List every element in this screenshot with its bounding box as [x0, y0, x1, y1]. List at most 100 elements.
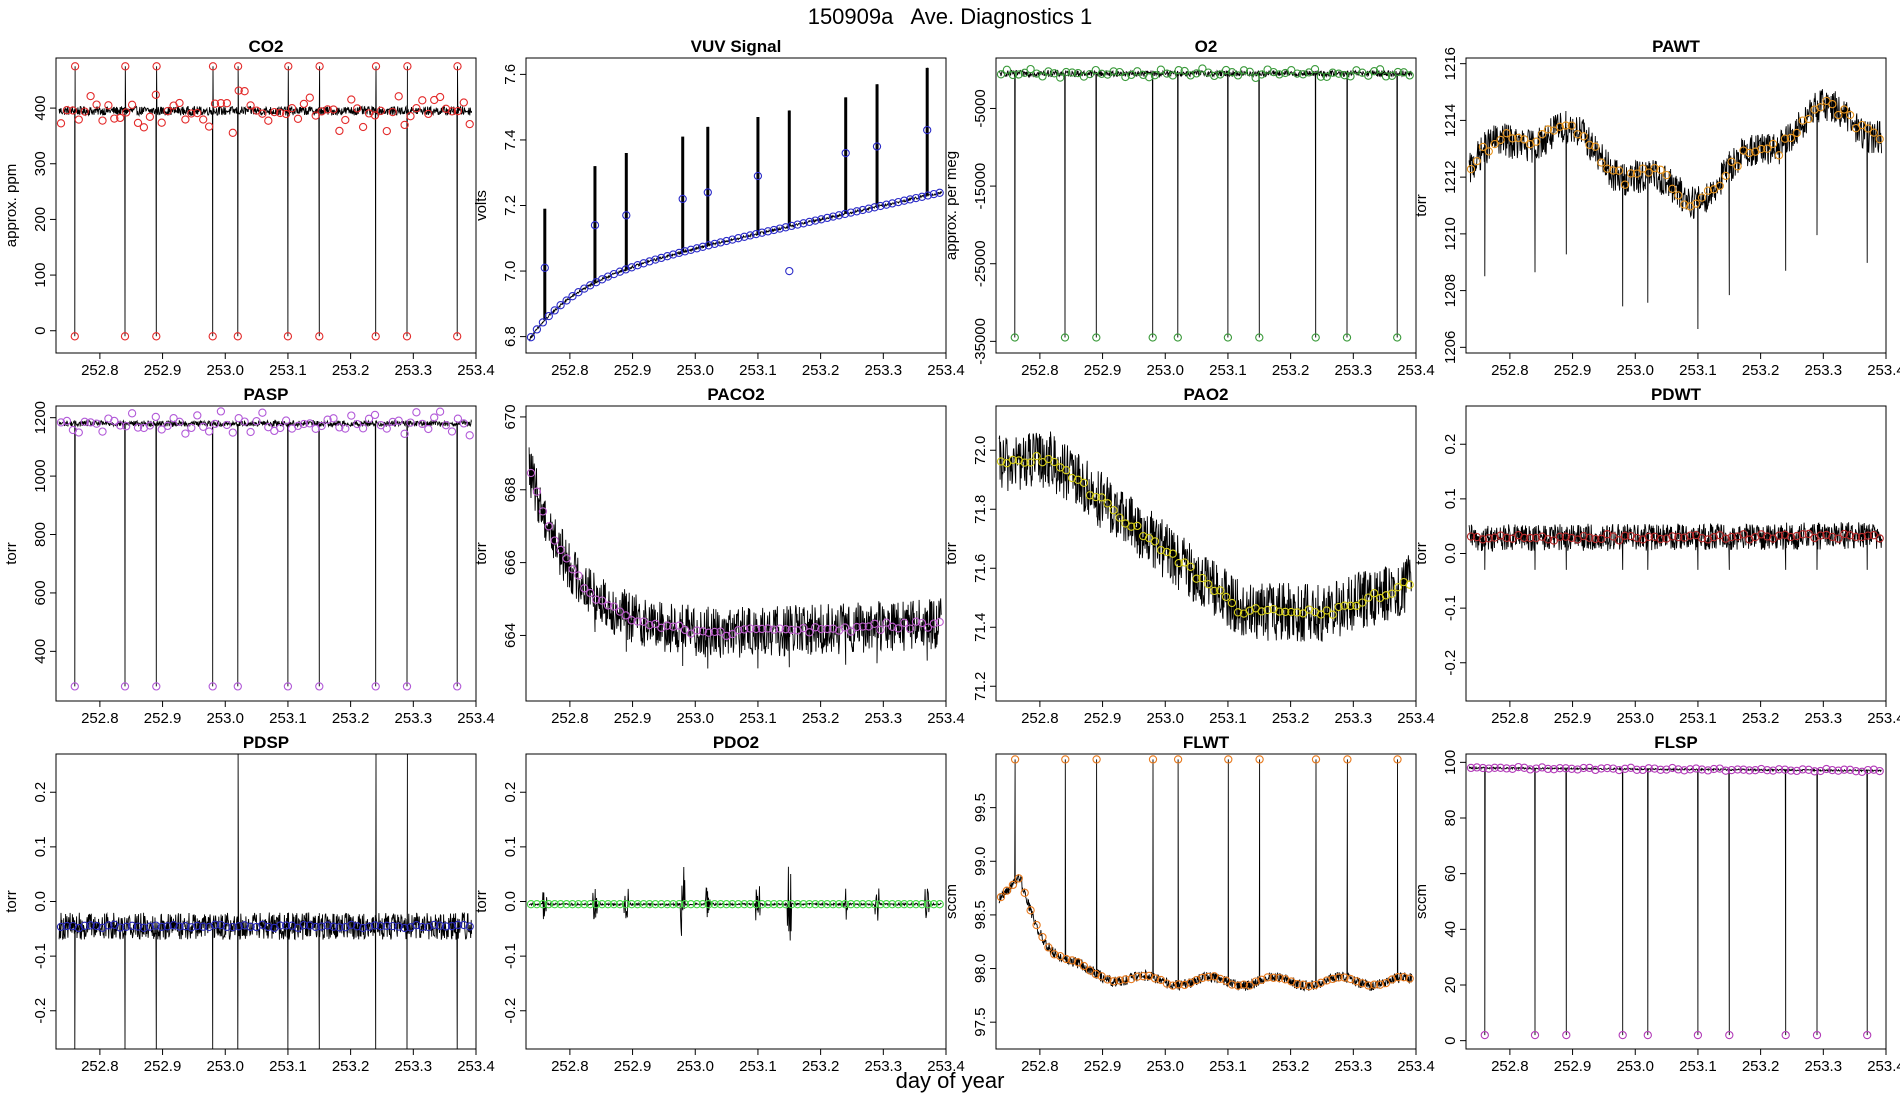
- data-marker: [1198, 573, 1207, 583]
- plot-frame: [525, 57, 947, 354]
- data-marker: [674, 900, 684, 909]
- data-marker: [1650, 764, 1659, 773]
- data-marker: [341, 115, 350, 125]
- x-tick-label: 253.3: [1805, 362, 1843, 379]
- y-tick-label: 97.5: [972, 1008, 989, 1037]
- data-marker: [388, 921, 397, 931]
- data-marker: [1298, 609, 1308, 618]
- x-tick-label: 252.8: [1021, 362, 1059, 379]
- data-marker: [917, 618, 927, 628]
- data-marker: [1109, 977, 1118, 986]
- data-marker: [882, 900, 891, 909]
- spike-marker: [785, 266, 794, 276]
- data-marker: [1263, 605, 1272, 615]
- x-tick-label: 253.0: [206, 1058, 244, 1075]
- data-marker: [746, 231, 755, 240]
- dip-marker: [70, 332, 79, 341]
- data-marker: [876, 625, 885, 634]
- data-marker: [722, 900, 731, 909]
- data-marker: [394, 92, 403, 101]
- data-marker: [1085, 69, 1095, 79]
- data-marker: [586, 900, 595, 909]
- data-marker: [1792, 766, 1801, 776]
- data-marker: [1091, 65, 1100, 75]
- data-marker: [1186, 71, 1195, 80]
- x-tick-label: 252.9: [1084, 1058, 1122, 1075]
- data-marker: [1478, 763, 1488, 773]
- data-marker: [353, 419, 362, 429]
- data-marker: [1192, 975, 1201, 985]
- data-marker: [234, 922, 243, 931]
- spike-marker: [121, 62, 130, 71]
- dip-marker: [1092, 333, 1101, 342]
- data-marker: [550, 306, 559, 315]
- data-marker: [1780, 530, 1790, 539]
- data-marker: [1484, 534, 1493, 543]
- data-marker: [751, 229, 761, 239]
- data-marker: [674, 248, 684, 258]
- data-marker: [751, 900, 761, 909]
- data-marker: [1537, 763, 1547, 772]
- series-line: [998, 759, 1413, 992]
- data-marker: [698, 242, 707, 251]
- data-marker: [453, 414, 463, 423]
- x-tick-label: 253.1: [1209, 710, 1247, 727]
- data-marker: [680, 247, 690, 256]
- data-marker: [1573, 765, 1582, 774]
- data-marker: [704, 900, 713, 909]
- data-marker: [424, 424, 433, 434]
- data-marker: [465, 431, 474, 440]
- data-marker: [80, 921, 89, 930]
- data-marker: [1050, 69, 1059, 78]
- data-marker: [757, 228, 767, 237]
- spike-marker: [703, 188, 712, 197]
- chart-panel-pdwt: PDWT torr 252.8 252.9 253.0 253.1 253.2 253.3 25…: [1413, 385, 1900, 727]
- x-tick-label: 252.9: [144, 1058, 182, 1075]
- data-marker: [692, 900, 702, 909]
- data-marker: [811, 216, 820, 225]
- dip-marker: [453, 332, 462, 341]
- data-marker: [580, 900, 589, 909]
- data-marker: [805, 217, 814, 227]
- spike-marker: [1393, 755, 1402, 764]
- y-tick-label: -25000: [972, 240, 989, 287]
- data-marker: [1334, 602, 1343, 612]
- data-marker: [1162, 979, 1172, 988]
- data-marker: [1644, 168, 1653, 177]
- data-marker: [169, 414, 178, 423]
- data-marker: [1680, 533, 1689, 542]
- series-line: [998, 431, 1413, 642]
- spike-marker: [403, 62, 412, 71]
- data-marker: [1579, 763, 1588, 773]
- data-marker: [1150, 71, 1160, 80]
- data-marker: [1526, 765, 1535, 774]
- data-marker: [852, 900, 861, 909]
- data-marker: [435, 921, 445, 930]
- data-marker: [858, 622, 867, 631]
- data-marker: [264, 922, 273, 932]
- data-marker: [1026, 458, 1035, 467]
- data-marker: [1845, 531, 1855, 540]
- data-marker: [335, 923, 344, 932]
- data-marker: [1549, 126, 1559, 135]
- data-marker: [657, 623, 666, 632]
- data-marker: [193, 921, 202, 931]
- y-axis-label: approx. per meg: [943, 151, 960, 260]
- plot-frame: [1465, 57, 1887, 354]
- data-marker: [122, 108, 131, 117]
- page-title: 150909a Ave. Diagnostics 1: [807, 4, 1093, 29]
- data-marker: [110, 416, 119, 426]
- data-marker: [1543, 764, 1553, 774]
- data-marker: [1786, 532, 1796, 542]
- data-marker: [382, 126, 391, 136]
- data-marker: [1620, 180, 1630, 189]
- data-marker: [728, 900, 737, 909]
- x-tick-label: 253.0: [1616, 1058, 1654, 1075]
- data-marker: [1780, 765, 1790, 774]
- data-marker: [1002, 65, 1012, 74]
- data-marker: [1851, 767, 1861, 776]
- x-tick-label: 253.3: [1335, 362, 1373, 379]
- data-marker: [996, 457, 1006, 466]
- data-marker: [996, 70, 1006, 79]
- data-marker: [1763, 766, 1772, 775]
